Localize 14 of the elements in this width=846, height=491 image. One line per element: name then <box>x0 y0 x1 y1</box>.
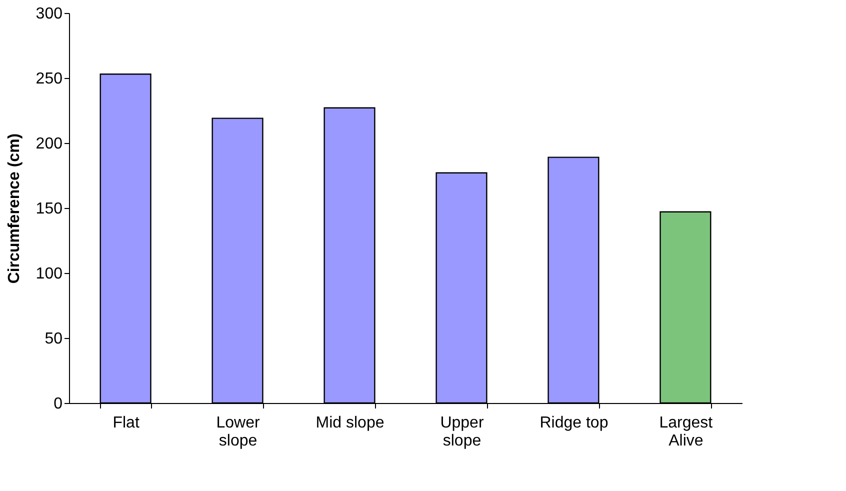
y-tick-label: 250 <box>36 70 63 88</box>
y-tick-label: 0 <box>54 396 63 412</box>
y-axis-title: Circumference (cm) <box>6 133 23 284</box>
x-tick-label: Upper slope <box>440 414 484 450</box>
y-tick-label: 50 <box>44 330 63 348</box>
x-tick-label: Flat <box>112 414 140 432</box>
x-tick-label: Mid slope <box>316 414 384 432</box>
y-tick-label: 300 <box>36 6 63 22</box>
y-tick-label: 150 <box>36 200 63 218</box>
y-tick-label: 200 <box>36 136 63 152</box>
x-tick-label: Ridge top <box>540 414 608 432</box>
y-tick-label: 100 <box>36 266 63 282</box>
x-tick-label: Largest Alive <box>659 414 714 450</box>
x-tick-label: Lower slope <box>216 414 260 450</box>
